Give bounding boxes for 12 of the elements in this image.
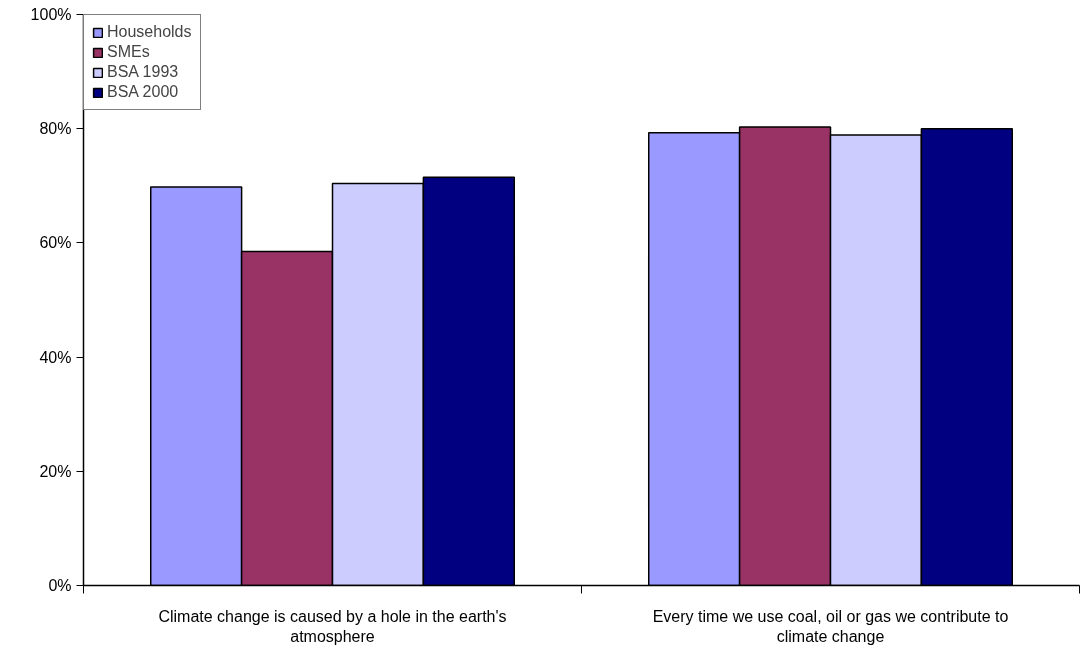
y-tick-label: 100% [30, 6, 72, 23]
x-tick-label: Every time we use coal, oil or gas we contribute to climate change [652, 607, 1009, 645]
y-tick-label: 20% [39, 462, 72, 480]
legend-label: Households [107, 23, 192, 41]
y-tick-label: 0% [48, 577, 72, 594]
legend-label: BSA 1993 [107, 63, 179, 81]
y-tick-label: 40% [39, 348, 72, 366]
legend-label: BSA 2000 [107, 83, 179, 101]
y-tick-label: 80% [39, 120, 72, 138]
x-tick-label: Climate change is caused by a hole in the earth's atmosphere [158, 607, 507, 645]
legend-label: SMEs [107, 43, 150, 61]
y-tick-label: 60% [39, 234, 72, 252]
